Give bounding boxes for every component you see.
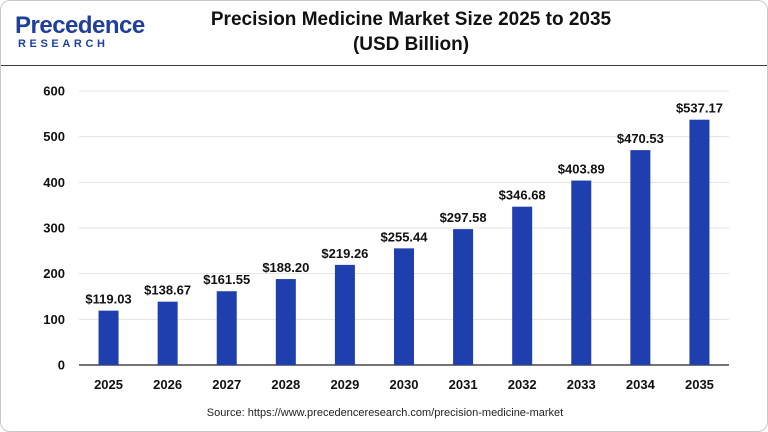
bar (275, 279, 296, 365)
y-tick-label: 200 (43, 266, 65, 281)
x-tick-label: 2028 (271, 377, 300, 392)
bar-chart: 0 100 200 300 400 500 600 $119.03 2025 $138.67 202… (43, 84, 729, 392)
x-tick-label: 2035 (685, 377, 714, 392)
chart-title-line2: (USD Billion) (352, 34, 470, 55)
bar (453, 229, 474, 365)
y-tick-label: 500 (43, 129, 65, 144)
x-tick-label: 2031 (449, 377, 478, 392)
bar-value-label: $138.67 (144, 283, 191, 298)
brand-logo-sub: RESEARCH (18, 38, 109, 50)
x-tick-label: 2030 (390, 377, 419, 392)
chart-header: Precedence RESEARCH Precision Medicine M… (1, 1, 767, 66)
bar-value-label: $219.26 (321, 246, 368, 261)
chart-title-line1: Precision Medicine Market Size 2025 to 2… (210, 9, 612, 30)
source-note: Source: https://www.precedenceresearch.c… (206, 407, 564, 419)
bar (157, 301, 178, 365)
bar-value-label: $255.44 (381, 229, 429, 244)
brand-logo-name: Precedence (15, 12, 145, 39)
bar-value-label: $119.03 (85, 292, 131, 307)
bar (689, 119, 710, 365)
bar-value-label: $346.68 (499, 188, 546, 203)
bar (394, 248, 414, 365)
bar-value-label: $470.53 (617, 131, 664, 146)
bar (98, 310, 119, 365)
x-tick-label: 2027 (212, 377, 241, 392)
bar-value-label: $297.58 (440, 210, 487, 225)
x-tick-label: 2029 (330, 377, 359, 392)
chart-title: Precision Medicine Market Size 2025 to 2… (171, 7, 651, 57)
x-tick-label: 2026 (153, 377, 182, 392)
x-tick-label: 2025 (94, 377, 123, 392)
x-tick-label: 2034 (626, 377, 656, 392)
y-tick-label: 0 (58, 358, 65, 373)
bar (216, 291, 237, 365)
brand-logo: Precedence RESEARCH (15, 13, 155, 53)
y-tick-label: 100 (43, 312, 65, 327)
x-tick-label: 2032 (508, 377, 537, 392)
bar (571, 180, 592, 365)
bar-value-label: $188.20 (262, 260, 309, 275)
y-tick-label: 400 (43, 175, 65, 190)
bar (334, 264, 355, 365)
bar (630, 150, 651, 365)
y-tick-label: 300 (43, 221, 65, 236)
bar-value-label: $161.55 (203, 272, 250, 287)
bar (512, 206, 533, 365)
bar-value-label: $537.17 (676, 101, 723, 116)
bar-value-label: $403.89 (558, 162, 605, 177)
x-tick-label: 2033 (567, 377, 596, 392)
y-tick-label: 600 (43, 84, 65, 99)
